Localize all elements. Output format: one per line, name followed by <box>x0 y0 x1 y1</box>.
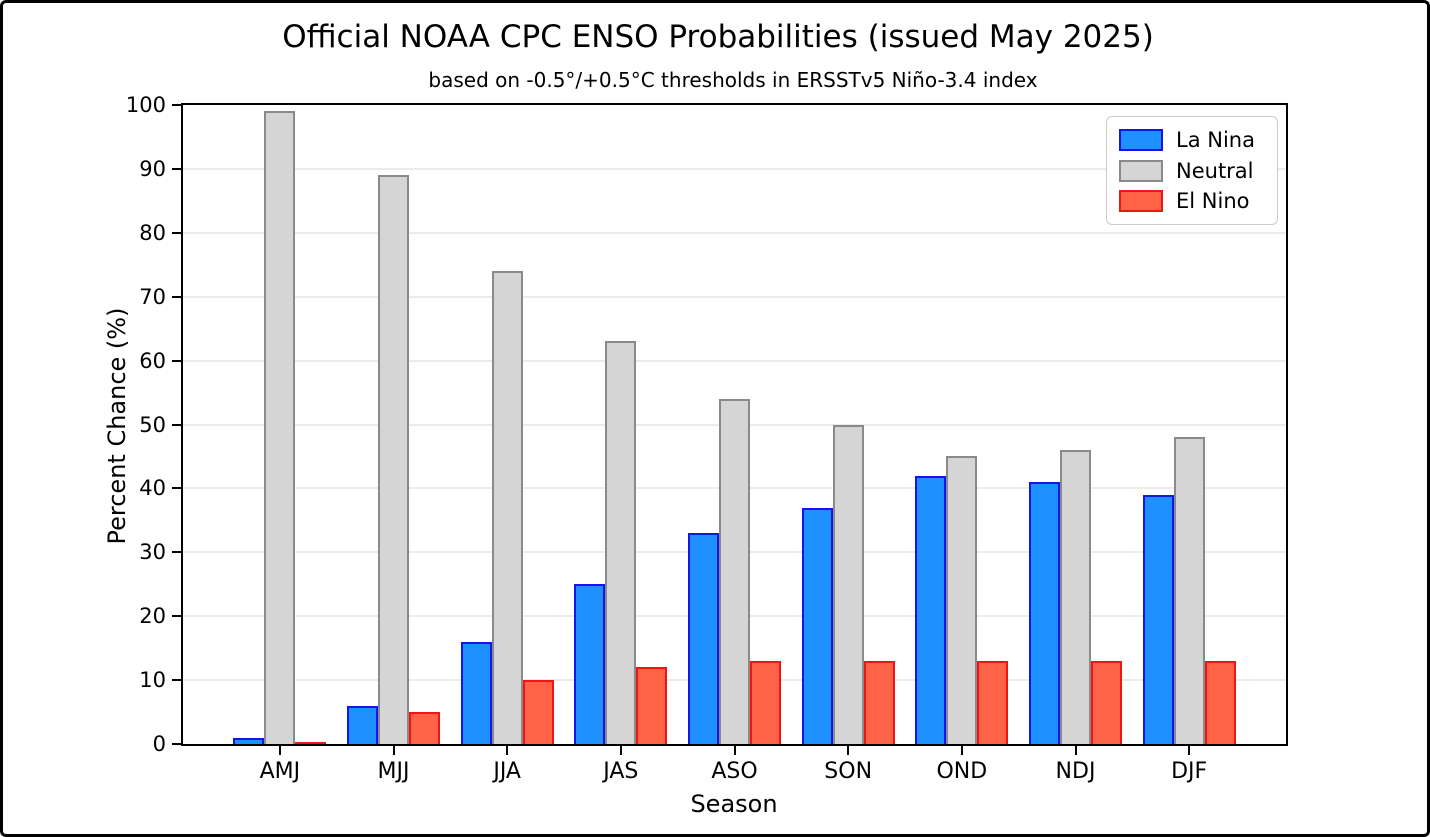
bar-la-nina-ond <box>915 475 947 744</box>
bar-neutral-mjj <box>378 175 409 744</box>
bar-la-nina-jas <box>574 584 606 744</box>
y-tick-label: 90 <box>139 156 166 181</box>
gridline <box>183 359 1286 362</box>
y-tick-label: 70 <box>139 284 166 309</box>
bar-la-nina-son <box>801 507 833 744</box>
y-tick-label: 80 <box>139 220 166 245</box>
plot-area <box>181 103 1288 746</box>
y-tick-label: 20 <box>139 604 166 629</box>
legend-label: Neutral <box>1176 158 1254 183</box>
bar-neutral-ond <box>946 456 978 744</box>
x-tick-label-jja: JJA <box>493 759 521 784</box>
y-tick-label: 100 <box>125 93 166 117</box>
y-tick-mark <box>172 743 181 745</box>
bar-el-nino-ond <box>977 660 1009 744</box>
bar-la-nina-aso <box>688 533 719 744</box>
bar-la-nina-ndj <box>1029 482 1060 744</box>
legend-swatch-el-nino <box>1119 190 1163 212</box>
bar-la-nina-jja <box>460 641 492 744</box>
y-tick-mark <box>172 359 181 362</box>
x-tick-label-aso: ASO <box>711 759 758 784</box>
bar-neutral-jas <box>605 341 637 744</box>
x-tick-label-ndj: NDJ <box>1055 759 1096 784</box>
bar-neutral-amj <box>264 111 296 744</box>
y-tick-mark <box>172 231 181 234</box>
x-tick-label-jas: JAS <box>603 759 639 784</box>
y-tick-mark <box>172 423 181 426</box>
bar-el-nino-ndj <box>1091 660 1122 744</box>
y-tick-mark <box>172 295 181 298</box>
x-axis-label: Season <box>690 790 778 818</box>
bar-neutral-jja <box>491 271 523 744</box>
y-tick-label: 10 <box>139 668 166 693</box>
bar-neutral-aso <box>719 398 750 744</box>
x-tick-label-ond: OND <box>936 759 988 784</box>
x-tick-mark <box>506 746 509 755</box>
legend-label: La Nina <box>1176 128 1255 152</box>
x-tick-label-djf: DJF <box>1171 759 1208 784</box>
bar-el-nino-son <box>863 660 895 744</box>
y-tick-mark <box>172 551 181 554</box>
x-tick-mark <box>1074 746 1077 755</box>
chart-title: Official NOAA CPC ENSO Probabilities (is… <box>282 19 1154 55</box>
gridline <box>183 295 1286 298</box>
legend-swatch-neutral <box>1119 159 1163 182</box>
x-tick-mark <box>1188 746 1191 755</box>
y-tick-mark <box>172 679 181 682</box>
legend-item-neutral: Neutral <box>1119 159 1265 183</box>
bar-el-nino-jja <box>522 680 554 744</box>
x-tick-mark <box>960 746 963 755</box>
bar-la-nina-mjj <box>347 705 378 744</box>
bar-el-nino-aso <box>750 660 781 744</box>
x-tick-mark <box>392 746 395 755</box>
x-tick-mark <box>847 746 850 755</box>
bar-la-nina-amj <box>233 737 265 744</box>
y-tick-mark <box>172 167 181 170</box>
y-tick-mark <box>172 615 181 618</box>
gridline <box>183 231 1286 234</box>
x-tick-label-amj: AMJ <box>259 759 301 784</box>
bar-neutral-djf <box>1173 437 1205 744</box>
x-tick-label-son: SON <box>824 759 873 784</box>
y-tick-label: 0 <box>152 732 166 756</box>
y-tick-mark <box>172 487 181 490</box>
x-tick-mark <box>278 746 281 755</box>
bar-el-nino-amj <box>295 742 327 744</box>
x-tick-label-mjj: MJJ <box>377 759 410 784</box>
gridline <box>183 167 1286 170</box>
bar-neutral-ndj <box>1060 450 1091 744</box>
x-tick-mark <box>733 746 736 755</box>
bar-el-nino-mjj <box>409 712 440 744</box>
legend-item-el-nino: El Nino <box>1119 189 1265 213</box>
y-tick-mark <box>172 104 181 106</box>
bar-neutral-son <box>832 424 864 744</box>
y-tick-label: 60 <box>139 348 166 373</box>
y-tick-label: 30 <box>139 540 166 565</box>
bar-la-nina-djf <box>1142 494 1174 744</box>
legend: La Nina Neutral El Nino <box>1106 116 1278 225</box>
y-tick-label: 50 <box>139 412 166 437</box>
legend-item-la-nina: La Nina <box>1119 128 1265 152</box>
chart-subtitle: based on -0.5°/+0.5°C thresholds in ERSS… <box>428 68 1038 92</box>
legend-label: El Nino <box>1176 189 1250 213</box>
bar-el-nino-jas <box>636 667 668 744</box>
x-tick-mark <box>619 746 622 755</box>
bar-el-nino-djf <box>1204 660 1236 744</box>
y-tick-label: 40 <box>139 476 166 501</box>
legend-swatch-la-nina <box>1119 129 1163 151</box>
